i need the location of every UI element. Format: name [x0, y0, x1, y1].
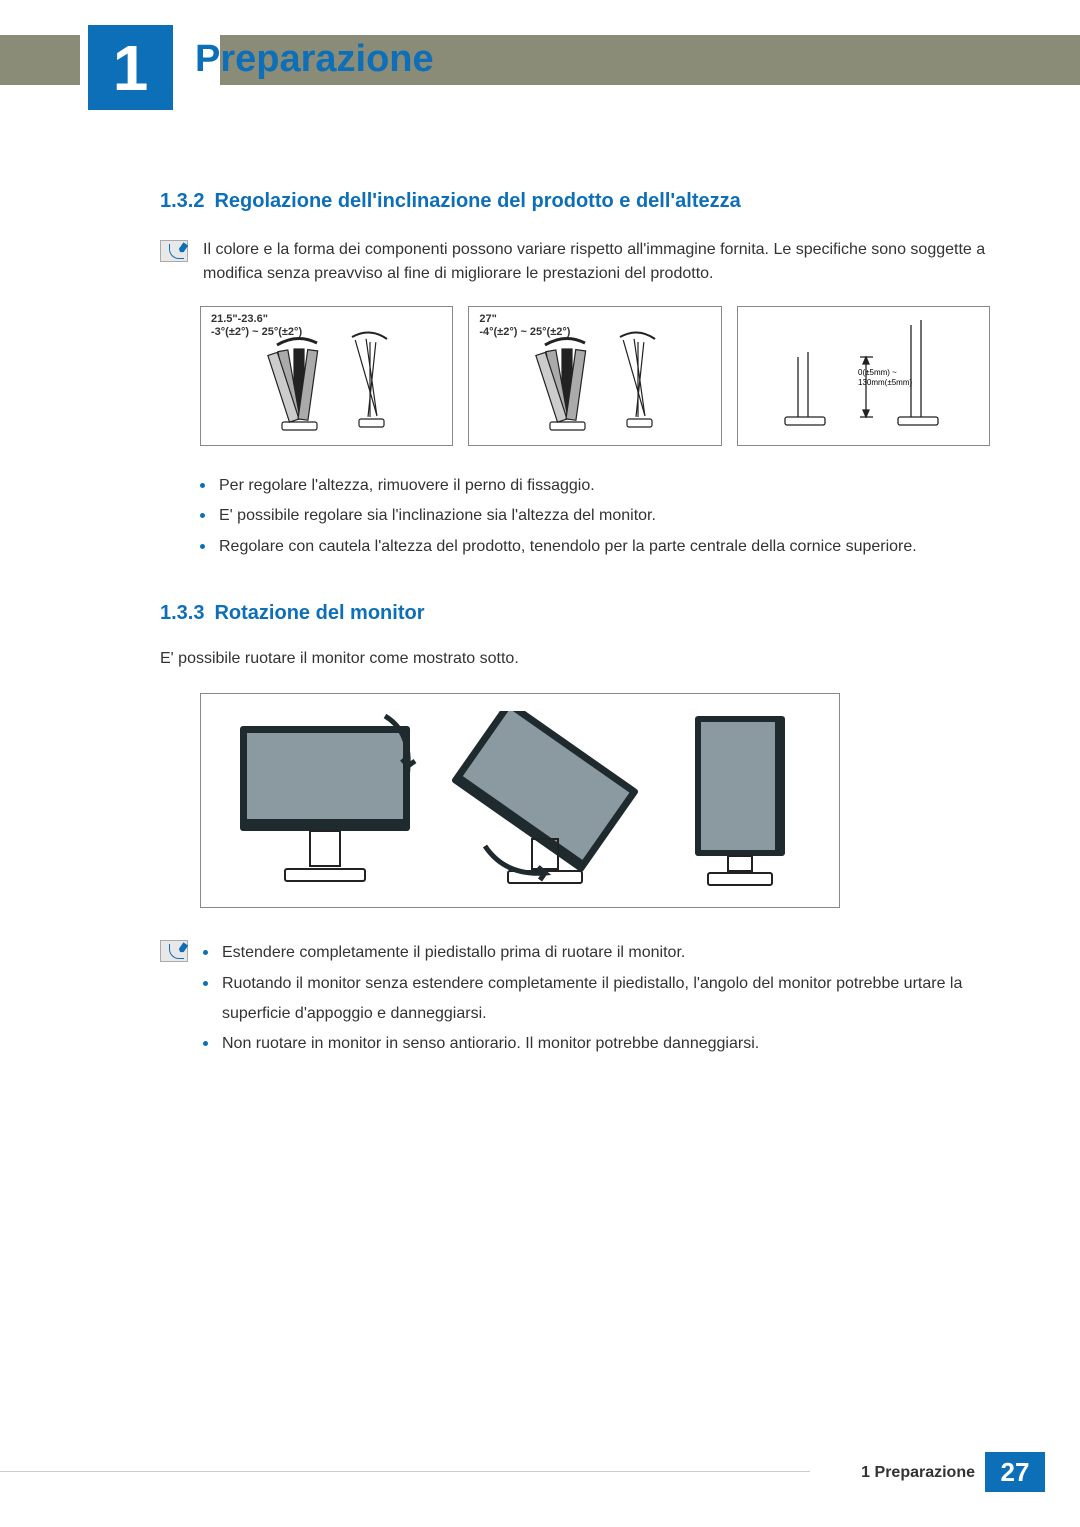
- note-icon: [160, 240, 188, 262]
- height-label-text: 0(±5mm) ~: [858, 368, 897, 377]
- monitor-rotating-icon: [450, 711, 640, 891]
- footer-page-number: 27: [985, 1452, 1045, 1492]
- chapter-number-box: 1: [88, 25, 173, 110]
- bullets-133: Estendere completamente il piedistallo p…: [203, 938, 990, 1060]
- bullet-text: Regolare con cautela l'altezza del prodo…: [219, 532, 917, 562]
- height-icon: 0(±5mm) ~ 130mm(±5mm): [763, 317, 963, 437]
- diagram-2-label: 27" -4°(±2°) ~ 25°(±2°): [479, 313, 570, 339]
- monitor-portrait-icon: [670, 711, 810, 891]
- tilt-diagram-1: 21.5"-23.6" -3°(±2°) ~ 25°(±2°): [200, 306, 453, 446]
- rotation-diagram-row: [200, 693, 840, 908]
- bullet-icon: [200, 544, 205, 549]
- diagram-1-angle: -3°(±2°) ~ 25°(±2°): [211, 326, 302, 339]
- footer-label: 1 Preparazione: [861, 1464, 975, 1482]
- tilt-diagram-row: 21.5"-23.6" -3°(±2°) ~ 25°(±2°): [200, 306, 990, 446]
- section-number: 1.3.2: [160, 190, 204, 212]
- chapter-number: 1: [113, 31, 149, 105]
- bullet-icon: [203, 1041, 208, 1046]
- note-text-132: Il colore e la forma dei componenti poss…: [203, 238, 990, 286]
- bullet-text: Estendere completamente il piedistallo p…: [222, 938, 685, 968]
- page-content: 1.3.2 Regolazione dell'inclinazione del p…: [160, 190, 990, 1066]
- bullet-text: Ruotando il monitor senza estendere comp…: [222, 969, 990, 1030]
- section-title: Rotazione del monitor: [214, 602, 424, 624]
- diagram-1-label: 21.5"-23.6" -3°(±2°) ~ 25°(±2°): [211, 313, 302, 339]
- list-item: E' possibile regolare sia l'inclinazione…: [200, 501, 990, 531]
- page-footer: 1 Preparazione 27: [0, 1452, 1080, 1492]
- bullet-icon: [200, 513, 205, 518]
- section-title: Regolazione dell'inclinazione del prodot…: [214, 190, 740, 212]
- section-heading-132: 1.3.2 Regolazione dell'inclinazione del p…: [160, 190, 990, 213]
- diagram-1-size: 21.5"-23.6": [211, 313, 302, 326]
- tilt-diagram-2: 27" -4°(±2°) ~ 25°(±2°): [468, 306, 721, 446]
- list-item: Per regolare l'altezza, rimuovere il per…: [200, 471, 990, 501]
- bullets-132: Per regolare l'altezza, rimuovere il per…: [200, 471, 990, 562]
- bullet-icon: [203, 950, 208, 955]
- tilt-icon: [510, 327, 680, 437]
- section-133-intro: E' possibile ruotare il monitor come mos…: [160, 650, 990, 668]
- list-item: Ruotando il monitor senza estendere comp…: [203, 969, 990, 1030]
- monitor-landscape-icon: [230, 711, 420, 891]
- bullet-icon: [203, 981, 208, 986]
- height-label-text2: 130mm(±5mm): [858, 378, 913, 387]
- list-item: Regolare con cautela l'altezza del prodo…: [200, 532, 990, 562]
- section-heading-133: 1.3.3 Rotazione del monitor: [160, 602, 990, 625]
- bullet-text: Non ruotare in monitor in senso antiorar…: [222, 1029, 759, 1059]
- bullet-text: Per regolare l'altezza, rimuovere il per…: [219, 471, 595, 501]
- height-diagram: 0(±5mm) ~ 130mm(±5mm): [737, 306, 990, 446]
- tilt-icon: [242, 327, 412, 437]
- header-band-left: [0, 35, 80, 85]
- diagram-2-size: 27": [479, 313, 570, 326]
- note-icon: [160, 940, 188, 962]
- diagram-2-angle: -4°(±2°) ~ 25°(±2°): [479, 326, 570, 339]
- list-item: Non ruotare in monitor in senso antiorar…: [203, 1029, 990, 1059]
- bullet-icon: [200, 483, 205, 488]
- chapter-title: Preparazione: [195, 38, 434, 81]
- section-number: 1.3.3: [160, 602, 204, 624]
- footer-rule: [0, 1471, 810, 1472]
- bullet-text: E' possibile regolare sia l'inclinazione…: [219, 501, 656, 531]
- list-item: Estendere completamente il piedistallo p…: [203, 938, 990, 968]
